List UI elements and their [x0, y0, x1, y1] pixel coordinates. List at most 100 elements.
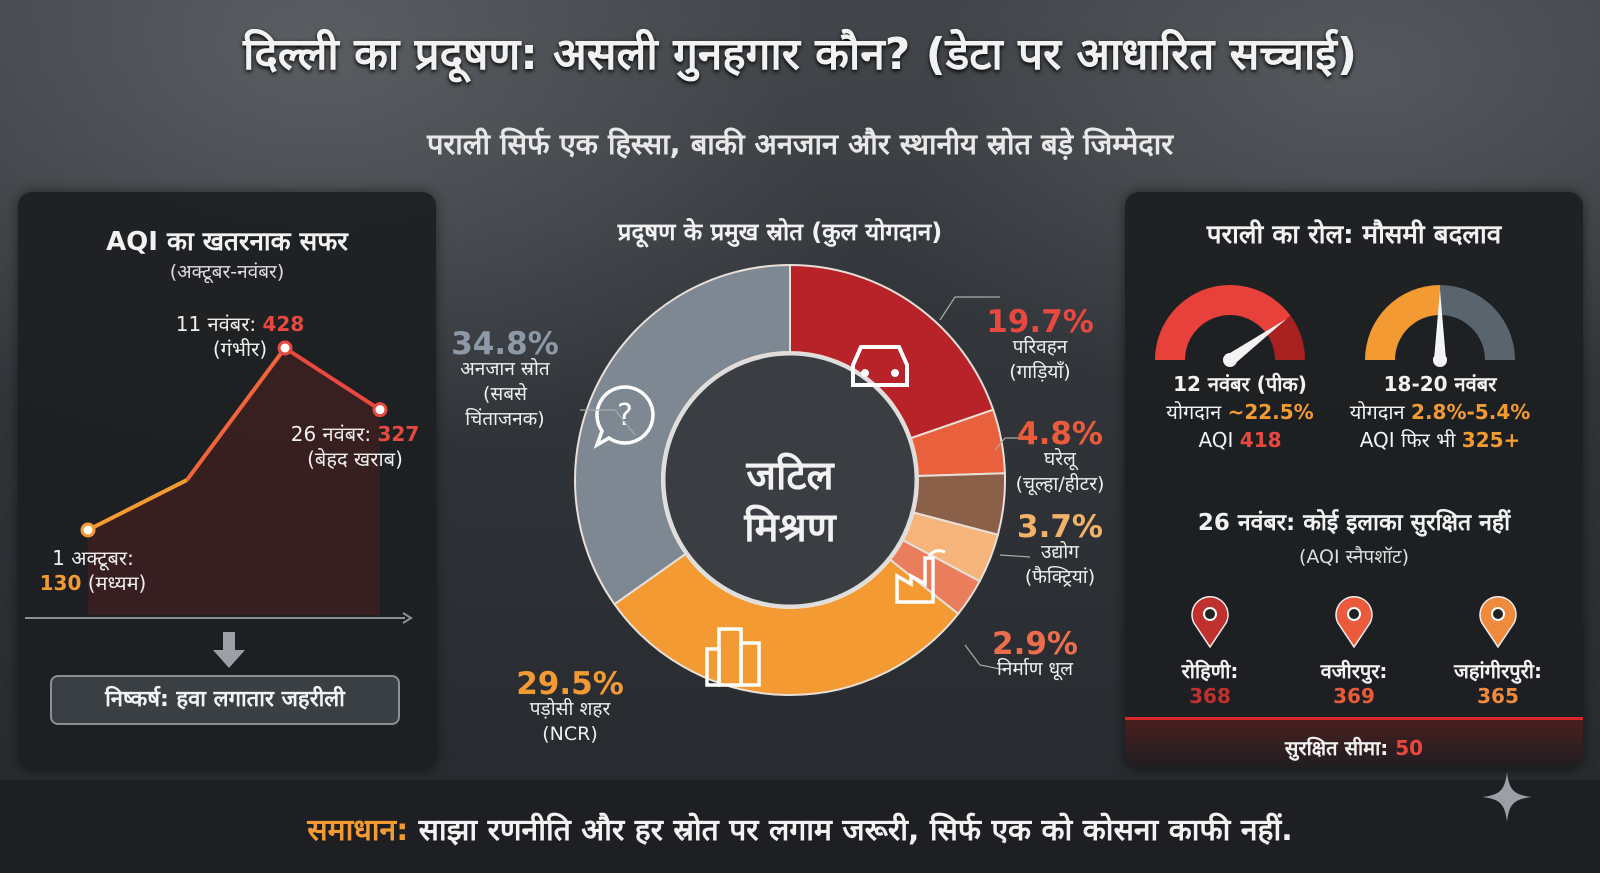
slice-label-domestic: 4.8% घरेलू (चूल्हा/हीटर): [995, 416, 1125, 497]
location-name: रोहिणी:: [1181, 659, 1239, 683]
slice-note: (फैक्ट्रियां): [1024, 566, 1096, 588]
gauge-segment: [1155, 285, 1291, 360]
slice-name: उद्योग: [1040, 541, 1079, 563]
line-segment: [283, 346, 382, 412]
map-pin-icon: [1479, 596, 1517, 649]
svg-text:?: ?: [617, 398, 633, 433]
map-pin-icon: [1191, 596, 1229, 649]
point-category: (बेहद खराब): [307, 447, 403, 471]
slice-name: पड़ोसी शहर: [529, 698, 611, 720]
gauge-hub: [1223, 353, 1237, 367]
page-subtitle: पराली सिर्फ एक हिस्सा, बाकी अनजान और स्थ…: [426, 127, 1174, 161]
gauges: [1155, 285, 1515, 367]
slice-label-unknown: 34.8% अनजान स्रोत (सबसे चिंताजनक): [430, 326, 580, 432]
slice-label-industry: 3.7% उद्योग (फैक्ट्रियां): [995, 509, 1125, 590]
donut-center-label: जटिल मिश्रण: [690, 450, 890, 554]
point-value: 428: [262, 312, 305, 336]
slice-name: घरेलू: [1044, 448, 1076, 470]
leader-line: [580, 409, 636, 436]
aqi-trend-title: AQI का खतरनाक सफर: [106, 227, 348, 257]
slice-label-dust: 2.9% निर्माण धूल: [970, 626, 1100, 682]
location-aqi: 365: [1477, 684, 1519, 708]
sparkle-icon: [1482, 772, 1532, 822]
point-label-peak: 11 नवंबर: 428 (गंभीर): [140, 312, 340, 362]
donut-slice: [789, 263, 995, 440]
line-area: [88, 348, 380, 615]
map-pin-icon: [1335, 596, 1373, 649]
slice-pct: 2.9%: [992, 626, 1078, 662]
safe-limit-label: सुरक्षित सीमा:: [1284, 736, 1389, 760]
location-name: वजीरपुर:: [1320, 659, 1388, 683]
arrow-down-icon: [213, 632, 245, 668]
buildings-icon: [705, 627, 761, 687]
gauge-2-text: 18-20 नवंबर योगदान 2.8%-5.4% AQI फिर भी 32…: [1340, 370, 1540, 454]
factory-icon: [895, 549, 946, 604]
point-value: 327: [377, 422, 420, 446]
gauge-needle: [1434, 290, 1446, 360]
gauge-date: 12 नवंबर (पीक): [1173, 372, 1307, 396]
gauge-contrib-value: ~22.5%: [1227, 400, 1314, 424]
safe-limit: सुरक्षित सीमा: 50: [1125, 734, 1583, 761]
gauge-date: 18-20 नवंबर: [1383, 372, 1497, 396]
slice-note: (गाड़ियाँ): [1009, 361, 1071, 383]
snapshot-title: 26 नवंबर: कोई इलाका सुरक्षित नहीं: [1197, 510, 1511, 536]
slice-pct: 34.8%: [451, 326, 559, 362]
slice-name: अनजान स्रोत: [460, 358, 550, 380]
location-item: रोहिणी: 368: [1140, 595, 1280, 708]
slice-note: (सबसे चिंताजनक): [465, 383, 545, 430]
gauge-contrib-label: योगदान: [1349, 400, 1405, 424]
gauge: [1155, 285, 1305, 367]
car-icon: [851, 345, 909, 387]
page-title: दिल्ली का प्रदूषण: असली गुनहगार कौन? (डे…: [242, 29, 1358, 80]
slice-label-transport: 19.7% परिवहन (गाड़ियाँ): [975, 307, 1105, 385]
gauge-hub: [1433, 353, 1447, 367]
point-value: 130: [39, 571, 82, 595]
location-aqi: 368: [1189, 684, 1231, 708]
gauge-contrib-value: 2.8%-5.4%: [1411, 400, 1531, 424]
slice-pct: 4.8%: [1017, 416, 1103, 452]
slice-name: निर्माण धूल: [996, 658, 1074, 680]
stubble-role-panel: [1125, 192, 1583, 770]
data-point: [80, 522, 96, 538]
line-segment: [185, 346, 287, 482]
aqi-line-chart: [25, 340, 413, 624]
safe-limit-value: 50: [1395, 736, 1424, 760]
slice-label-ncr: 29.5% पड़ोसी शहर (NCR): [500, 666, 640, 747]
footer-text: समाधान: साझा रणनीति और हर स्रोत पर लगाम …: [0, 808, 1600, 849]
leader-line: [994, 437, 1035, 451]
question-bubble-icon: ?: [593, 385, 655, 449]
location-list: रोहिणी: 368 वजीरपुर: 369 जहांगीरपुरी: 36…: [1140, 595, 1568, 708]
point-category: (मध्यम): [87, 571, 147, 595]
conclusion-box: निष्कर्ष: हवा लगातार जहरीली: [50, 675, 400, 725]
line-segment: [87, 478, 188, 532]
slice-pct: 29.5%: [516, 666, 624, 702]
leader-line: [939, 296, 1000, 321]
gauge-aqi-value: 325+: [1461, 428, 1521, 452]
location-aqi: 369: [1333, 684, 1375, 708]
point-date: 26 नवंबर:: [290, 422, 372, 446]
slice-pct: 3.7%: [1017, 509, 1103, 545]
center-label-line1: जटिल: [746, 453, 834, 499]
point-date: 1 अक्टूबर:: [52, 546, 134, 570]
aqi-trend-panel: [18, 192, 436, 770]
gauge-aqi-value: 418: [1239, 428, 1282, 452]
gauge-segment: [1440, 285, 1515, 360]
slice-name: परिवहन: [1012, 336, 1068, 358]
snapshot-subtitle: (AQI स्नैपशॉट): [1298, 546, 1410, 568]
slice-note: (NCR): [542, 723, 598, 745]
donut-hole: [662, 352, 918, 608]
data-point: [372, 402, 388, 418]
location-name: जहांगीरपुरी:: [1454, 659, 1542, 683]
gauge-segment: [1365, 285, 1440, 360]
donut-slice: [574, 263, 791, 606]
point-date: 11 नवंबर:: [175, 312, 257, 336]
safe-limit-bar: [1125, 717, 1583, 770]
location-item: जहांगीरपुरी: 365: [1428, 595, 1568, 708]
footer-message: साझा रणनीति और हर स्रोत पर लगाम जरूरी, स…: [408, 813, 1293, 848]
leader-line: [999, 554, 1031, 558]
point-label-end: 26 नवंबर: 327 (बेहद खराब): [270, 422, 440, 472]
gauge-aqi-label: AQI: [1198, 428, 1234, 452]
center-label-line2: मिश्रण: [744, 505, 836, 551]
x-axis-arrow: [402, 612, 413, 624]
gauge-1-text: 12 नवंबर (पीक) योगदान ~22.5% AQI 418: [1140, 370, 1340, 454]
